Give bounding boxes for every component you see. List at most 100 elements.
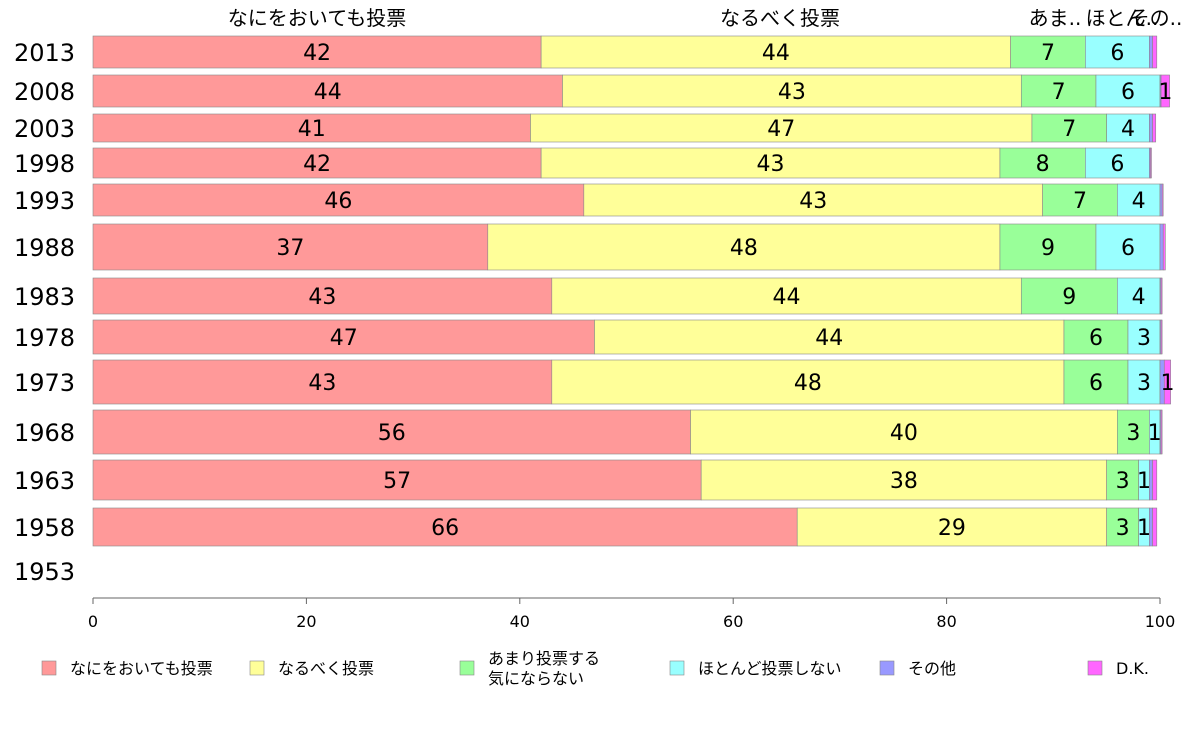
bar-1968-series-5 [1160,409,1163,455]
bar-2008-series-3 [1095,74,1161,108]
x-tick-label-100: 100 [1145,612,1176,631]
bar-1998-series-2 [999,147,1086,179]
bar-label-2013-series-0: 42 [303,41,331,66]
bar-label-1963-series-3: 1 [1137,469,1151,494]
bar-1958-series-2 [1106,507,1139,547]
bar-1968-series-0 [92,409,691,455]
bar-1983-series-1 [551,277,1022,315]
year-label-1998: 1998 [14,150,75,178]
bar-2003-series-4 [1149,113,1153,143]
legend-label-4-0: その他 [908,659,956,678]
bar-label-1963-series-2: 3 [1116,469,1130,494]
bar-label-1993-series-0: 46 [324,189,352,214]
bar-1973-series-2 [1063,359,1129,405]
bar-label-1983-series-2: 9 [1062,285,1076,310]
bar-1988-series-0 [92,223,489,271]
bar-1963-series-5 [1152,459,1158,501]
bar-1998-series-5 [1150,147,1152,179]
legend-label-5-0: D.K. [1116,659,1149,678]
year-label-1973: 1973 [14,369,75,397]
bar-label-2003-series-1: 47 [767,117,795,142]
bar-label-1973-series-1: 48 [794,371,822,396]
bar-1988-series-3 [1095,223,1161,271]
year-label-1978: 1978 [14,324,75,352]
bar-label-1988-series-2: 9 [1041,236,1055,261]
bar-1983-series-2 [1020,277,1118,315]
bar-label-1958-series-2: 3 [1116,516,1130,541]
bar-label-2003-series-3: 4 [1121,117,1135,142]
bar-2013-series-4 [1149,35,1153,69]
bar-label-1973-series-5: 1 [1160,371,1174,396]
year-label-1968: 1968 [14,419,75,447]
bar-label-1973-series-2: 6 [1089,371,1103,396]
bar-label-1968-series-1: 40 [890,421,918,446]
bar-1958-series-1 [796,507,1107,547]
year-label-1963: 1963 [14,467,75,495]
bar-2003-series-0 [92,113,531,143]
bar-1963-series-4 [1149,459,1153,501]
bar-label-1993-series-2: 7 [1073,189,1087,214]
legend-swatch-3 [669,660,685,676]
x-tick-label-60: 60 [723,612,743,631]
bar-label-1963-series-1: 38 [890,469,918,494]
bar-2008-series-1 [562,74,1022,108]
bar-label-1978-series-3: 3 [1137,326,1151,351]
bar-1978-series-3 [1127,319,1161,355]
top-label-1: なるべく投票 [720,6,840,30]
bar-label-2008-series-2: 7 [1052,80,1066,105]
bar-label-1968-series-2: 3 [1126,421,1140,446]
bar-1993-series-0 [92,183,585,217]
bar-1998-series-0 [92,147,542,179]
legend-swatch-2 [459,660,475,676]
bar-label-1973-series-3: 3 [1137,371,1151,396]
bar-2008-series-0 [92,74,563,108]
bar-label-2013-series-1: 44 [762,41,790,66]
bar-1963-series-1 [700,459,1107,501]
bar-label-2008-series-5: 1 [1158,80,1172,105]
legend-swatch-5 [1087,660,1103,676]
bar-label-1983-series-0: 43 [308,285,336,310]
year-label-1993: 1993 [14,187,75,215]
bar-1988-series-1 [487,223,1001,271]
year-label-2003: 2003 [14,115,75,143]
bar-1993-series-3 [1117,183,1161,217]
bar-1973-series-5 [1163,359,1171,405]
bar-1958-series-0 [92,507,798,547]
bar-2013-series-2 [1010,35,1086,69]
bar-label-1993-series-1: 43 [799,189,827,214]
top-label-2: あま.. [1029,6,1082,30]
bar-1973-series-0 [92,359,553,405]
bar-1978-series-5 [1160,319,1163,355]
bar-2013-series-1 [540,35,1011,69]
bar-1993-series-4 [1159,183,1163,217]
bar-1973-series-1 [551,359,1065,405]
bar-label-2013-series-2: 7 [1041,41,1055,66]
legend-label-1-0: なるべく投票 [278,659,374,678]
bar-2013-series-5 [1152,35,1158,69]
bar-label-1983-series-1: 44 [773,285,801,310]
bar-2013-series-3 [1085,35,1150,69]
bar-1988-series-5 [1162,223,1166,271]
bar-label-1968-series-0: 56 [378,421,406,446]
legend-swatch-1 [249,660,265,676]
bar-1963-series-2 [1106,459,1139,501]
x-tick-label-80: 80 [936,612,956,631]
bar-1983-series-0 [92,277,553,315]
bar-2003-series-3 [1106,113,1150,143]
x-tick-label-20: 20 [296,612,316,631]
bar-label-1958-series-1: 29 [938,516,966,541]
bar-2003-series-2 [1031,113,1107,143]
bar-1978-series-1 [594,319,1065,355]
bar-label-1978-series-1: 44 [815,326,843,351]
bar-1983-series-3 [1117,277,1161,315]
legend-swatch-4 [879,660,895,676]
bar-label-2008-series-1: 43 [778,80,806,105]
bar-2008-series-2 [1020,74,1097,108]
bar-1958-series-5 [1152,507,1158,547]
legend-swatch-0 [41,660,57,676]
bar-2003-series-1 [530,113,1033,143]
bar-label-2013-series-3: 6 [1110,41,1124,66]
year-label-1958: 1958 [14,514,75,542]
bar-1978-series-2 [1063,319,1129,355]
